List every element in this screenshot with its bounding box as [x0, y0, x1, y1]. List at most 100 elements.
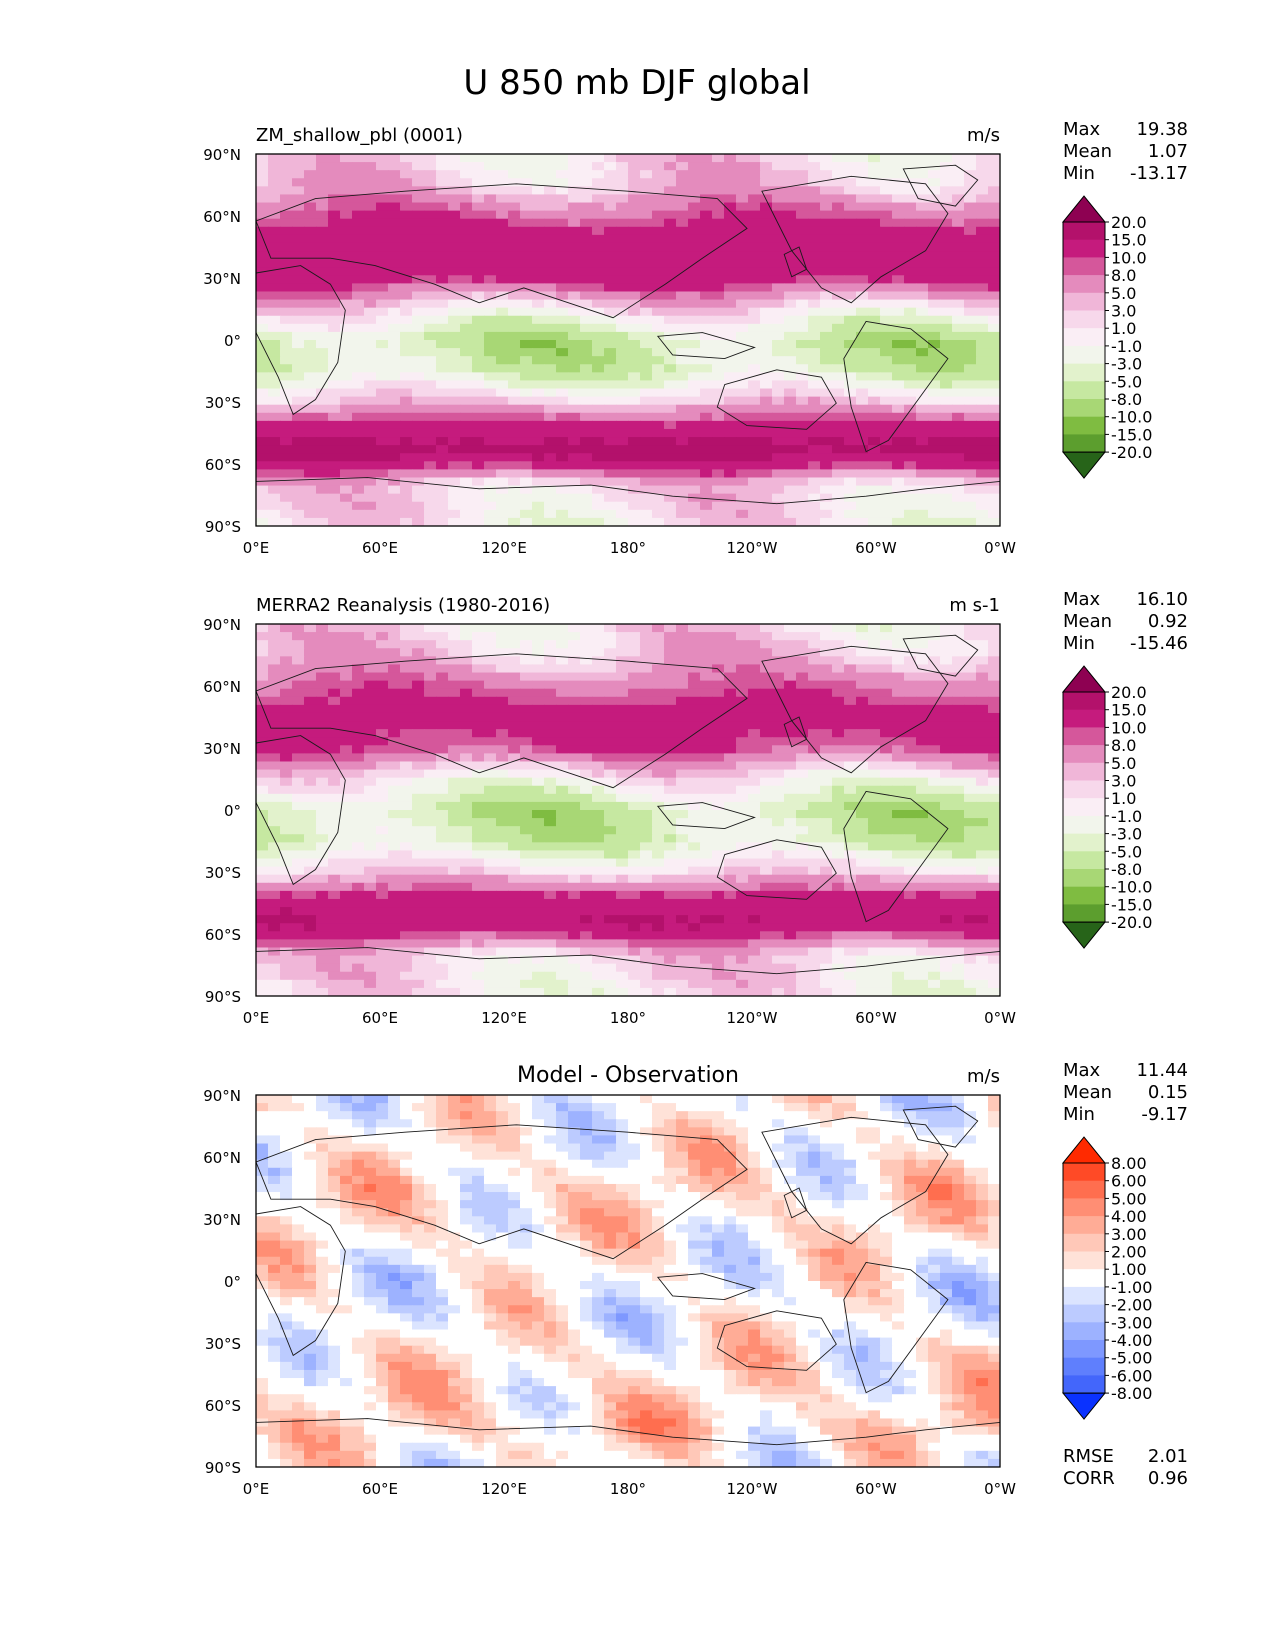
field-cell — [484, 364, 497, 373]
field-cell — [856, 785, 869, 795]
field-cell — [268, 178, 281, 187]
field-cell — [976, 656, 989, 666]
field-cell — [820, 688, 833, 698]
y-tick-label: 30°S — [205, 394, 241, 412]
field-cell — [964, 785, 977, 795]
field-cell — [328, 380, 341, 390]
field-cell — [784, 664, 797, 674]
field-cell — [508, 640, 521, 649]
field-cell — [424, 696, 437, 706]
field-cell — [916, 632, 929, 641]
field-cell — [508, 356, 521, 365]
field-cell — [772, 858, 785, 868]
field-cell — [676, 396, 689, 406]
field-cell — [256, 162, 269, 171]
field-cell — [568, 420, 581, 430]
field-cell — [940, 226, 953, 236]
field-cell — [748, 493, 761, 503]
field-cell — [268, 226, 281, 236]
field-cell — [892, 769, 905, 779]
field-cell — [568, 259, 581, 268]
field-cell — [724, 632, 737, 641]
field-cell — [796, 874, 809, 884]
field-cell — [916, 729, 929, 738]
field-cell — [652, 737, 665, 746]
field-cell — [640, 729, 653, 738]
field-cell — [940, 315, 953, 325]
field-cell — [760, 380, 773, 390]
field-cell — [928, 445, 941, 454]
field-cell — [700, 640, 713, 649]
field-cell — [496, 420, 509, 430]
field-cell — [892, 485, 905, 495]
field-cell — [508, 178, 521, 187]
field-cell — [292, 801, 305, 811]
field-cell — [760, 858, 773, 868]
field-cell — [988, 769, 1000, 779]
field-cell — [496, 307, 509, 317]
field-cell — [508, 874, 521, 884]
field-cell — [736, 218, 749, 228]
field-cell — [676, 340, 689, 349]
field-cell — [736, 721, 749, 730]
field-cell — [592, 307, 605, 317]
field-cell — [928, 388, 941, 398]
field-cell — [292, 372, 305, 382]
field-cell — [268, 688, 281, 698]
field-cell — [352, 420, 365, 430]
field-cell — [760, 178, 773, 187]
field-cell — [988, 648, 1000, 657]
field-cell — [592, 501, 605, 511]
field-cell — [520, 826, 533, 835]
field-cell — [412, 810, 425, 819]
field-cell — [736, 680, 749, 690]
field-cell — [568, 340, 581, 349]
field-cell — [568, 704, 581, 714]
field-cell — [748, 793, 761, 803]
field-cell — [664, 291, 677, 301]
field-cell — [496, 356, 509, 365]
field-cell — [796, 428, 809, 438]
field-cell — [364, 331, 377, 341]
field-cell — [448, 194, 461, 204]
field-cell — [592, 331, 605, 341]
field-cell — [292, 834, 305, 843]
field-cell — [784, 842, 797, 852]
field-cell — [436, 340, 449, 349]
field-cell — [856, 842, 869, 852]
field-cell — [460, 194, 473, 204]
field-cell — [760, 509, 773, 519]
field-cell — [376, 388, 389, 398]
field-cell — [868, 761, 881, 771]
field-cell — [568, 267, 581, 276]
field-cell — [340, 834, 353, 843]
field-cell — [424, 307, 437, 317]
field-cell — [916, 453, 929, 462]
field-cell — [856, 632, 869, 641]
field-cell — [808, 210, 821, 220]
field-cell — [532, 501, 545, 511]
field-cell — [412, 242, 425, 252]
field-cell — [664, 477, 677, 487]
field-cell — [520, 874, 533, 884]
field-cell — [328, 890, 341, 900]
field-cell — [640, 672, 653, 682]
field-cell — [640, 210, 653, 220]
field-cell — [604, 364, 617, 373]
field-cell — [976, 721, 989, 730]
field-cell — [268, 640, 281, 649]
field-cell — [400, 680, 413, 690]
field-cell — [892, 396, 905, 406]
field-cell — [364, 178, 377, 187]
field-cell — [304, 291, 317, 301]
field-cell — [364, 696, 377, 706]
field-cell — [256, 210, 269, 220]
field-cell — [712, 745, 725, 754]
field-cell — [496, 509, 509, 519]
field-cell — [952, 664, 965, 674]
field-cell — [928, 469, 941, 479]
field-cell — [316, 267, 329, 276]
field-cell — [508, 485, 521, 495]
field-cell — [400, 420, 413, 430]
field-cell — [700, 307, 713, 317]
